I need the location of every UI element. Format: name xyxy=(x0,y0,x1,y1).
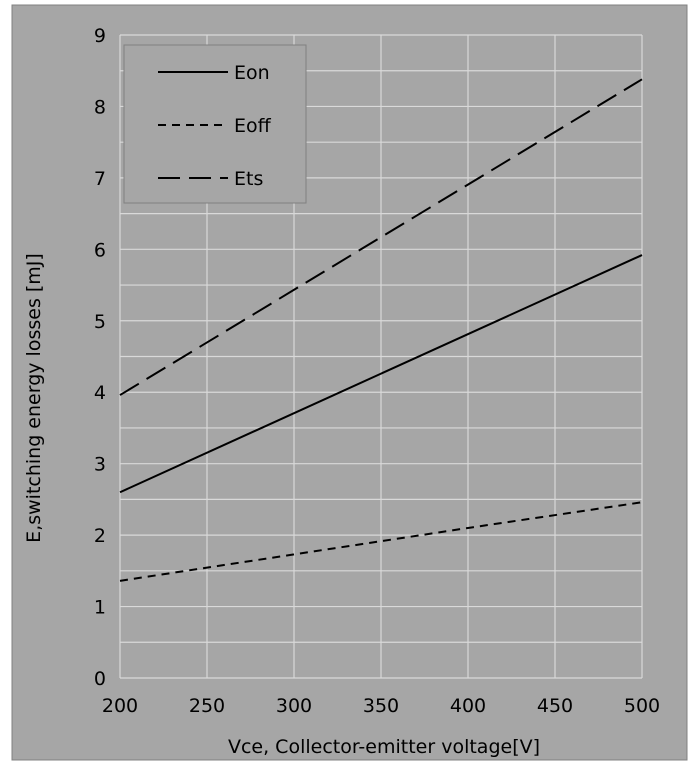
series-line-eoff xyxy=(119,501,643,582)
y-axis-title: E,switching energy losses [mJ] xyxy=(23,253,45,543)
y-tick-label: 2 xyxy=(94,525,106,547)
y-axis-tick-labels: 0 1 2 3 4 5 6 7 8 9 xyxy=(94,25,106,690)
y-tick-label: 5 xyxy=(94,311,106,333)
y-tick-label: 4 xyxy=(94,382,106,404)
y-tick-label: 7 xyxy=(94,168,106,190)
x-tick-label: 250 xyxy=(189,695,225,717)
x-tick-label: 350 xyxy=(363,695,399,717)
legend-items: Eon Eoff Ets xyxy=(158,62,272,190)
legend: Eon Eoff Ets xyxy=(123,44,307,204)
x-tick-label: 450 xyxy=(537,695,573,717)
legend-label-eoff: Eoff xyxy=(234,115,272,137)
x-axis-tick-labels: 200 250 300 350 400 450 500 xyxy=(102,695,660,717)
x-axis-title: Vce, Collector-emitter voltage[V] xyxy=(228,736,540,758)
y-tick-label: 8 xyxy=(94,96,106,118)
y-tick-label: 9 xyxy=(94,25,106,47)
legend-label-eon: Eon xyxy=(234,62,270,84)
y-tick-label: 3 xyxy=(94,454,106,476)
x-tick-label: 400 xyxy=(450,695,486,717)
legend-label-ets: Ets xyxy=(234,168,263,190)
y-tick-label: 0 xyxy=(94,668,106,690)
x-tick-label: 500 xyxy=(624,695,660,717)
series-line-eon xyxy=(119,254,643,494)
y-tick-label: 1 xyxy=(94,597,106,619)
series-lines xyxy=(119,78,643,582)
x-tick-label: 200 xyxy=(102,695,138,717)
y-tick-label: 6 xyxy=(94,239,106,261)
series-line-ets xyxy=(119,78,643,396)
x-tick-label: 300 xyxy=(276,695,312,717)
